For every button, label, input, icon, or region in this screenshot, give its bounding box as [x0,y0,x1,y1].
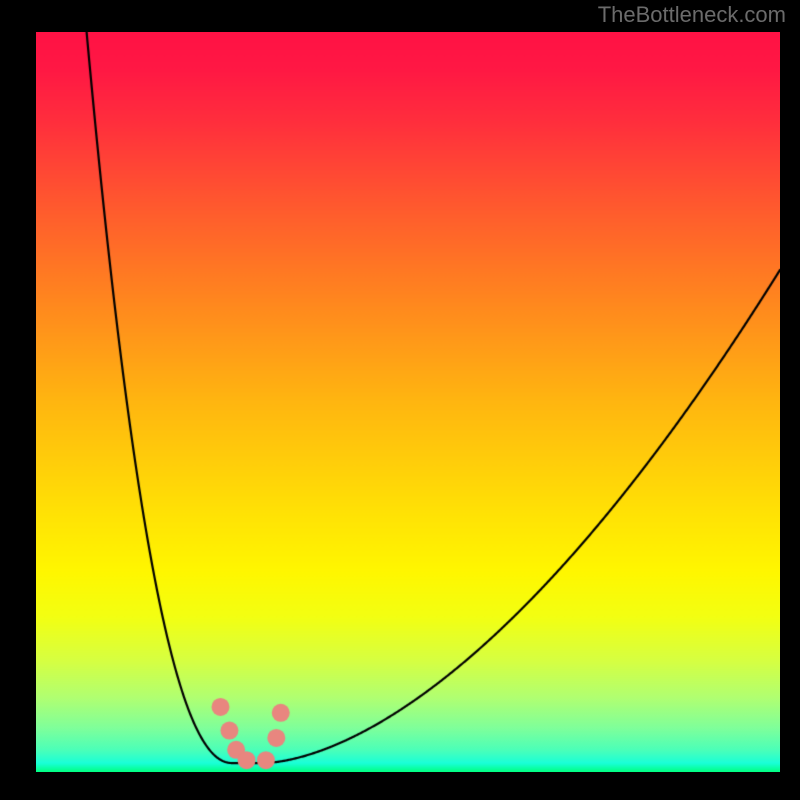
plot-area [36,32,780,772]
chart-canvas [36,32,780,772]
watermark-text: TheBottleneck.com [598,2,786,28]
chart-frame: TheBottleneck.com [0,0,800,800]
